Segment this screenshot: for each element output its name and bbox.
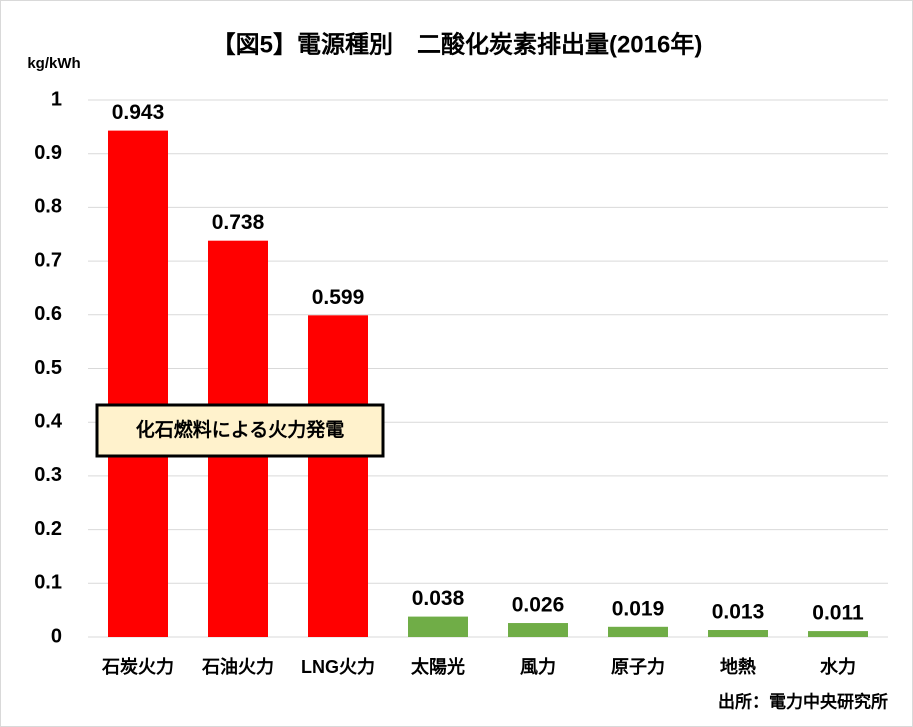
x-tick-label: 石炭火力 bbox=[101, 656, 174, 677]
y-tick-label: 0.9 bbox=[34, 142, 62, 164]
y-tick-label: 0.5 bbox=[34, 357, 62, 379]
data-label: 0.011 bbox=[812, 602, 864, 625]
x-tick-label: LNG火力 bbox=[301, 657, 375, 677]
x-tick-label: 風力 bbox=[520, 657, 556, 677]
data-label: 0.599 bbox=[312, 286, 365, 309]
x-tick-label: 地熱 bbox=[720, 656, 756, 677]
chart-title: 【図5】電源種別 二酸化炭素排出量(2016年) bbox=[212, 30, 703, 58]
y-tick-label: 1 bbox=[51, 88, 62, 110]
annotation: 化石燃料による火力発電 bbox=[136, 418, 344, 441]
bar bbox=[408, 616, 468, 637]
annotation-box bbox=[95, 403, 385, 458]
data-label: 0.038 bbox=[412, 587, 465, 610]
bar bbox=[608, 626, 668, 637]
x-tick-label: 石油火力 bbox=[201, 656, 274, 677]
y-tick-label: 0.3 bbox=[34, 464, 62, 486]
data-label: 0.738 bbox=[212, 211, 265, 234]
data-label: 0.013 bbox=[712, 601, 765, 624]
x-tick-label: 太陽光 bbox=[411, 656, 465, 677]
y-axis-label: kg/kWh bbox=[27, 55, 80, 72]
bar bbox=[508, 623, 568, 637]
y-tick-label: 0.4 bbox=[34, 410, 63, 432]
bar bbox=[308, 315, 368, 637]
y-tick-label: 0.2 bbox=[34, 518, 62, 540]
x-tick-label: 水力 bbox=[820, 656, 856, 677]
bar bbox=[108, 130, 168, 637]
data-label: 0.943 bbox=[112, 101, 165, 124]
bar bbox=[808, 631, 868, 637]
y-tick-label: 0.8 bbox=[34, 196, 62, 218]
source-note: 出所：電力中央研究所 bbox=[718, 691, 888, 711]
y-tick-label: 0.7 bbox=[34, 249, 62, 271]
bar bbox=[708, 630, 768, 637]
x-tick-label: 原子力 bbox=[611, 657, 665, 677]
y-tick-label: 0.1 bbox=[34, 572, 62, 594]
data-label: 0.019 bbox=[612, 597, 665, 620]
y-tick-label: 0 bbox=[51, 625, 62, 647]
data-label: 0.026 bbox=[512, 594, 565, 617]
y-tick-label: 0.6 bbox=[34, 303, 62, 325]
